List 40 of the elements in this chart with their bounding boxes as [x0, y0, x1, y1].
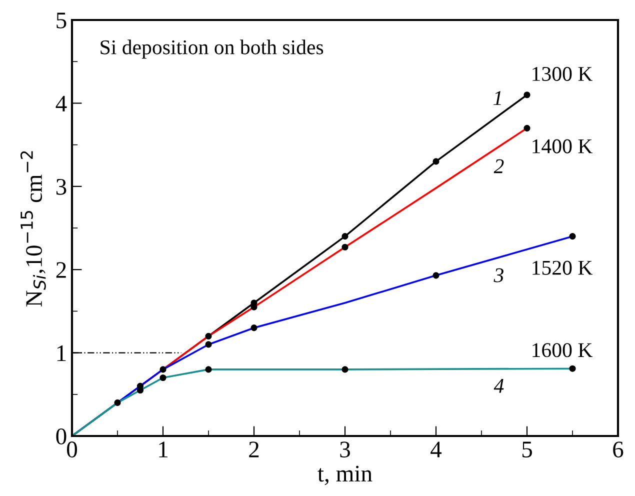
- y-tick-label: 4: [56, 96, 67, 112]
- annotation: 2: [494, 159, 504, 174]
- x-tick-label: 2: [249, 442, 259, 458]
- point: [524, 92, 530, 98]
- y-tick-label: 1: [57, 345, 66, 361]
- annotation: Si deposition on both sides: [100, 40, 324, 59]
- annotation: 1600 K: [532, 343, 593, 358]
- annotation: 1300 K: [532, 66, 593, 81]
- point: [205, 332, 212, 340]
- point: [114, 399, 121, 406]
- x-tick-label: 4: [430, 442, 442, 458]
- point: [160, 366, 166, 373]
- point: [342, 366, 348, 373]
- annotation: 3: [494, 268, 504, 282]
- point: [205, 366, 212, 373]
- x-tick-label: 0: [66, 442, 78, 458]
- point: [569, 233, 576, 240]
- y-tick-label: 2: [56, 262, 66, 278]
- y-axis-title: N$_{Si}$,10$^{−15}$ cm$^{−2}$: [20, 151, 46, 307]
- annotation: 1: [493, 91, 501, 105]
- x-tick-label: 6: [613, 442, 624, 458]
- point: [432, 272, 440, 279]
- y-tick-label: 3: [56, 178, 66, 195]
- point: [432, 158, 440, 165]
- y-tick-label: 5: [56, 12, 66, 28]
- annotation: 1400 K: [532, 139, 593, 154]
- point: [250, 324, 258, 332]
- x-tick-label: 1: [159, 442, 168, 458]
- y-tick-label: 0: [56, 428, 66, 444]
- x-tick-label: 5: [522, 442, 532, 458]
- point: [524, 124, 530, 132]
- x-axis-title: t, min: [318, 466, 372, 486]
- annotation: 4: [494, 379, 504, 393]
- annotation: 1520 K: [532, 260, 593, 275]
- point: [342, 233, 348, 240]
- point: [342, 244, 348, 250]
- point: [160, 374, 166, 382]
- point: [569, 365, 576, 372]
- point: [205, 341, 212, 348]
- x-tick-label: 3: [340, 442, 350, 458]
